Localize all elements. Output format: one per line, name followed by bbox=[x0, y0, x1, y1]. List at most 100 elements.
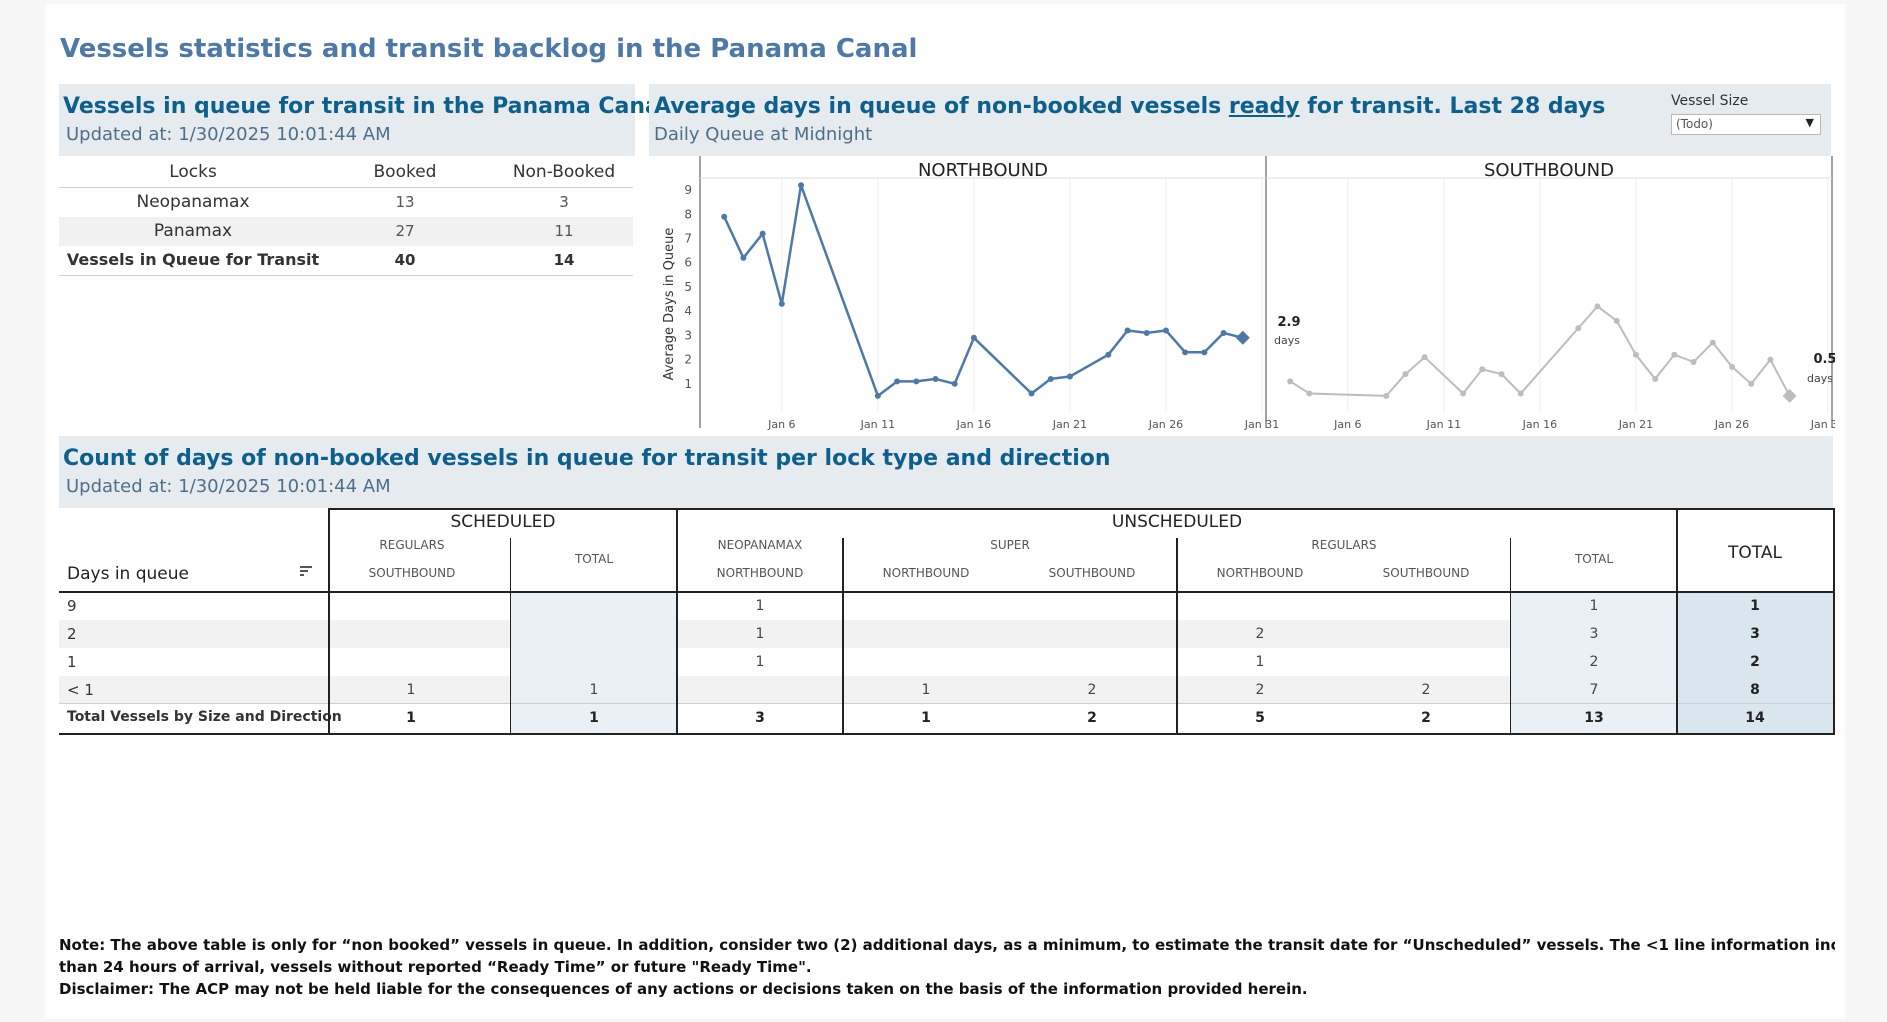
y-tick-label: 1 bbox=[684, 377, 692, 391]
queue-panel-updated: Updated at: 1/30/2025 10:01:44 AM bbox=[66, 124, 391, 145]
booked-value: 13 bbox=[395, 193, 415, 211]
count-cell: 1 bbox=[406, 682, 416, 698]
data-point[interactable] bbox=[932, 375, 939, 382]
count-cell: 1 bbox=[406, 710, 416, 726]
note-line-2: than 24 hours of arrival, vessels withou… bbox=[59, 958, 812, 976]
y-tick-label: 8 bbox=[684, 207, 692, 221]
data-point[interactable] bbox=[1671, 351, 1678, 358]
last-point-marker[interactable] bbox=[1235, 330, 1250, 345]
data-point[interactable] bbox=[721, 213, 728, 220]
data-point[interactable] bbox=[798, 182, 805, 189]
southbound-end-unit: days bbox=[1807, 372, 1833, 385]
data-point[interactable] bbox=[1690, 359, 1697, 365]
count-cell: 5 bbox=[1255, 710, 1265, 726]
y-axis: 1 2 3 4 5 6 7 8 9 bbox=[684, 183, 692, 391]
total-row-label: Total Vessels by Size and Direction bbox=[67, 709, 342, 725]
avg-title-pre: Average days in queue of non-booked vess… bbox=[654, 94, 1229, 119]
lock-name: Panamax bbox=[153, 221, 233, 241]
x-tick-label: Jan 6 bbox=[767, 418, 795, 431]
grand-total-header: TOTAL bbox=[1728, 543, 1782, 563]
data-point[interactable] bbox=[1201, 349, 1208, 356]
data-point[interactable] bbox=[970, 334, 977, 341]
x-tick-label: Jan 21 bbox=[1052, 418, 1087, 431]
northbound-end-unit: days bbox=[1274, 334, 1300, 347]
non-booked-value: 3 bbox=[559, 193, 569, 211]
data-point[interactable] bbox=[1066, 373, 1073, 380]
data-point[interactable] bbox=[913, 378, 920, 385]
data-point[interactable] bbox=[1182, 349, 1189, 356]
count-panel-updated: Updated at: 1/30/2025 10:01:44 AM bbox=[66, 476, 391, 497]
data-point[interactable] bbox=[1728, 363, 1735, 370]
col-header-locks: Locks bbox=[169, 162, 217, 182]
northbound-end-value: 2.9 bbox=[1277, 315, 1300, 330]
data-point[interactable] bbox=[1709, 339, 1716, 346]
last-point-marker[interactable] bbox=[1782, 388, 1797, 403]
data-point[interactable] bbox=[1047, 375, 1054, 382]
data-point[interactable] bbox=[1143, 329, 1150, 336]
data-point[interactable] bbox=[1575, 325, 1582, 332]
ready-link[interactable]: ready bbox=[1228, 94, 1300, 119]
avg-panel-title: Average days in queue of non-booked vess… bbox=[654, 94, 1605, 119]
data-point[interactable] bbox=[1748, 380, 1755, 387]
southbound-title: SOUTHBOUND bbox=[1484, 160, 1614, 181]
x-tick-label: Jan 31 bbox=[1244, 418, 1279, 431]
data-point[interactable] bbox=[951, 380, 958, 387]
southbound-end-value: 0.5 bbox=[1813, 352, 1835, 367]
col-header-bottom: SOUTHBOUND bbox=[368, 566, 456, 580]
data-point[interactable] bbox=[1402, 371, 1409, 378]
dropdown-caret-icon: ▼ bbox=[1805, 116, 1814, 129]
count-cell: 7 bbox=[1589, 682, 1599, 698]
data-point[interactable] bbox=[874, 392, 881, 399]
data-point[interactable] bbox=[1124, 327, 1131, 334]
avg-title-post: for transit. Last 28 days bbox=[1299, 94, 1606, 119]
data-point[interactable] bbox=[1613, 317, 1620, 324]
data-point[interactable] bbox=[1306, 390, 1313, 397]
data-point[interactable] bbox=[1594, 303, 1601, 310]
count-cell: 2 bbox=[1255, 626, 1265, 642]
x-tick-label: Jan 26 bbox=[1714, 418, 1749, 431]
data-point[interactable] bbox=[1460, 390, 1467, 397]
data-point[interactable] bbox=[759, 230, 766, 237]
count-cell: 13 bbox=[1584, 710, 1604, 726]
count-cell: 1 bbox=[755, 654, 765, 670]
data-point[interactable] bbox=[1028, 390, 1035, 397]
data-point[interactable] bbox=[1220, 329, 1227, 336]
data-point[interactable] bbox=[1479, 366, 1486, 373]
vessel-size-dropdown[interactable]: (Todo) ▼ bbox=[1671, 114, 1821, 135]
col-header-non-booked: Non-Booked bbox=[512, 162, 616, 182]
count-table: SCHEDULED UNSCHEDULED TOTAL REGULARS SOU… bbox=[59, 508, 1835, 735]
southbound-series bbox=[1287, 303, 1797, 403]
data-point[interactable] bbox=[1105, 351, 1112, 358]
dashboard-canvas: Vessels statistics and transit backlog i… bbox=[45, 4, 1845, 1019]
data-point[interactable] bbox=[778, 300, 785, 307]
y-tick-label: 3 bbox=[684, 328, 692, 342]
days-label: < 1 bbox=[67, 681, 94, 699]
data-point[interactable] bbox=[1287, 378, 1294, 385]
count-cell: 3 bbox=[755, 710, 765, 726]
data-point[interactable] bbox=[1652, 375, 1659, 382]
x-tick-label: Jan 16 bbox=[1522, 418, 1557, 431]
data-point[interactable] bbox=[1421, 354, 1428, 361]
data-point[interactable] bbox=[1498, 371, 1505, 378]
count-cell: 1 bbox=[755, 598, 765, 614]
col-header-bottom: TOTAL bbox=[574, 552, 614, 566]
data-point[interactable] bbox=[1632, 351, 1639, 358]
queue-table: Locks Booked Non-Booked Neopanamax 13 3 … bbox=[59, 156, 635, 276]
data-point[interactable] bbox=[1383, 392, 1390, 399]
data-point[interactable] bbox=[1767, 356, 1774, 363]
data-point[interactable] bbox=[894, 378, 901, 385]
note-line-1: Note: The above table is only for “non b… bbox=[59, 936, 1835, 954]
data-point[interactable] bbox=[1517, 390, 1524, 397]
x-tick-label: Jan 6 bbox=[1333, 418, 1361, 431]
col-header-top: REGULARS bbox=[379, 538, 445, 552]
scheduled-header: SCHEDULED bbox=[450, 512, 556, 532]
booked-value: 40 bbox=[394, 251, 416, 269]
data-point[interactable] bbox=[1162, 327, 1169, 334]
y-axis-label: Average Days in Queue bbox=[662, 228, 677, 381]
data-point[interactable] bbox=[740, 254, 747, 261]
sort-icon[interactable] bbox=[299, 564, 313, 580]
y-tick-label: 5 bbox=[684, 280, 692, 294]
non-booked-value: 11 bbox=[554, 222, 574, 240]
x-tick-label: Jan 11 bbox=[860, 418, 895, 431]
